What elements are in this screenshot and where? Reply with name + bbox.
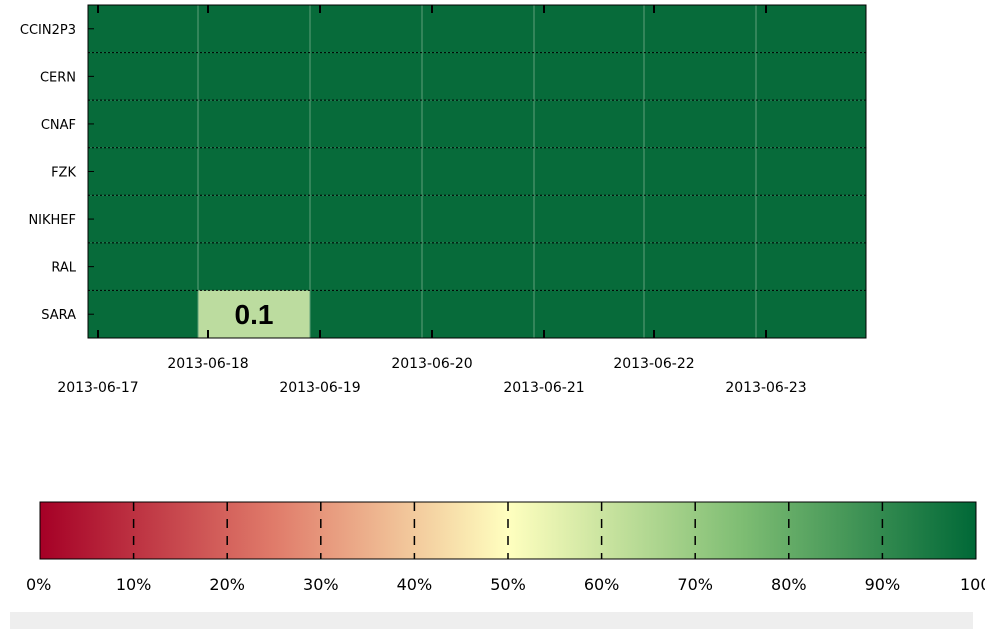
heatmap-cell <box>422 52 534 101</box>
heatmap-cell <box>534 195 644 243</box>
heatmap-cell <box>198 5 310 53</box>
heatmap-cell <box>534 100 644 148</box>
heatmap-cell <box>756 147 866 196</box>
cell-annotation: 0.1 <box>235 299 274 330</box>
heatmap-gridlines <box>87 4 867 339</box>
row-label: CNAF <box>41 118 76 133</box>
heatmap-cell <box>310 100 422 148</box>
colorbar <box>39 501 977 560</box>
heatmap-cell <box>644 290 756 338</box>
heatmap-cell <box>756 290 866 338</box>
heatmap-cell <box>422 5 534 53</box>
heatmap-cell <box>310 195 422 243</box>
heatmap-cell <box>88 52 198 101</box>
cell-annotations: 0.1 <box>235 299 274 330</box>
heatmap-cell <box>756 100 866 148</box>
heatmap-cell <box>198 242 310 291</box>
row-labels: CCIN2P3 CERN CNAF FZK NIKHEF RAL SARA <box>20 23 77 323</box>
heatmap-cell <box>88 147 198 196</box>
heatmap-cell <box>310 242 422 291</box>
row-label: FZK <box>51 166 76 181</box>
column-label: 2013-06-22 <box>613 356 694 372</box>
colorbar-label: 60% <box>584 575 620 594</box>
heatmap-cell <box>534 52 644 101</box>
heatmap-cell <box>88 242 198 291</box>
heatmap-cell <box>644 195 756 243</box>
heatmap-cell <box>422 195 534 243</box>
heatmap-cell <box>88 100 198 148</box>
heatmap-cell <box>310 147 422 196</box>
colorbar-label: 10% <box>116 575 152 594</box>
heatmap-cell <box>310 290 422 338</box>
colorbar-label: 20% <box>209 575 245 594</box>
heatmap-cell <box>88 195 198 243</box>
heatmap-cell <box>198 147 310 196</box>
row-label: CCIN2P3 <box>20 23 76 38</box>
heatmap-cell <box>88 290 198 338</box>
heatmap-cell <box>644 5 756 53</box>
column-label: 2013-06-21 <box>503 380 584 396</box>
heatmap-cell <box>644 147 756 196</box>
column-label: 2013-06-19 <box>279 380 360 396</box>
heatmap-cell <box>644 242 756 291</box>
heatmap-cell <box>756 195 866 243</box>
column-label: 2013-06-18 <box>167 356 248 372</box>
colorbar-label: 70% <box>677 575 713 594</box>
heatmap-cell <box>198 195 310 243</box>
row-label: SARA <box>41 308 76 323</box>
heatmap-cell <box>198 290 310 338</box>
heatmap-cell <box>310 52 422 101</box>
column-label: 2013-06-17 <box>57 380 138 396</box>
footer-bar <box>10 612 973 629</box>
row-label: RAL <box>51 261 76 276</box>
heatmap-cell <box>422 242 534 291</box>
heatmap-cell <box>198 52 310 101</box>
heatmap-cell <box>88 5 198 53</box>
colorbar-tick-labels: 0% 10% 20% 30% 40% 50% 60% 70% 80% 90% 100% <box>26 575 985 594</box>
heatmap-cell <box>198 100 310 148</box>
row-label: NIKHEF <box>28 213 76 228</box>
heatmap-cell <box>534 290 644 338</box>
colorbar-label: 0% <box>26 575 51 594</box>
heatmap-cell <box>756 5 866 53</box>
heatmap-cell <box>756 242 866 291</box>
heatmap-cell <box>534 242 644 291</box>
colorbar-label: 80% <box>771 575 807 594</box>
column-labels: 2013-06-17 2013-06-18 2013-06-19 2013-06-20… <box>57 356 806 396</box>
heatmap-cell <box>534 5 644 53</box>
heatmap-cell <box>534 147 644 196</box>
heatmap-cell <box>644 100 756 148</box>
heatmap-cell <box>310 5 422 53</box>
column-label: 2013-06-20 <box>391 356 472 372</box>
heatmap-cell <box>422 147 534 196</box>
heatmap-cell <box>422 290 534 338</box>
column-label: 2013-06-23 <box>725 380 806 396</box>
row-label: CERN <box>40 70 76 85</box>
colorbar-gradient <box>39 501 977 560</box>
colorbar-label: 30% <box>303 575 339 594</box>
colorbar-label: 100% <box>960 575 985 594</box>
colorbar-label: 40% <box>397 575 433 594</box>
heatmap-cells <box>88 5 866 338</box>
heatmap-cell <box>422 100 534 148</box>
heatmap-cell <box>756 52 866 101</box>
heatmap-cell <box>644 52 756 101</box>
colorbar-label: 90% <box>865 575 901 594</box>
colorbar-label: 50% <box>490 575 526 594</box>
